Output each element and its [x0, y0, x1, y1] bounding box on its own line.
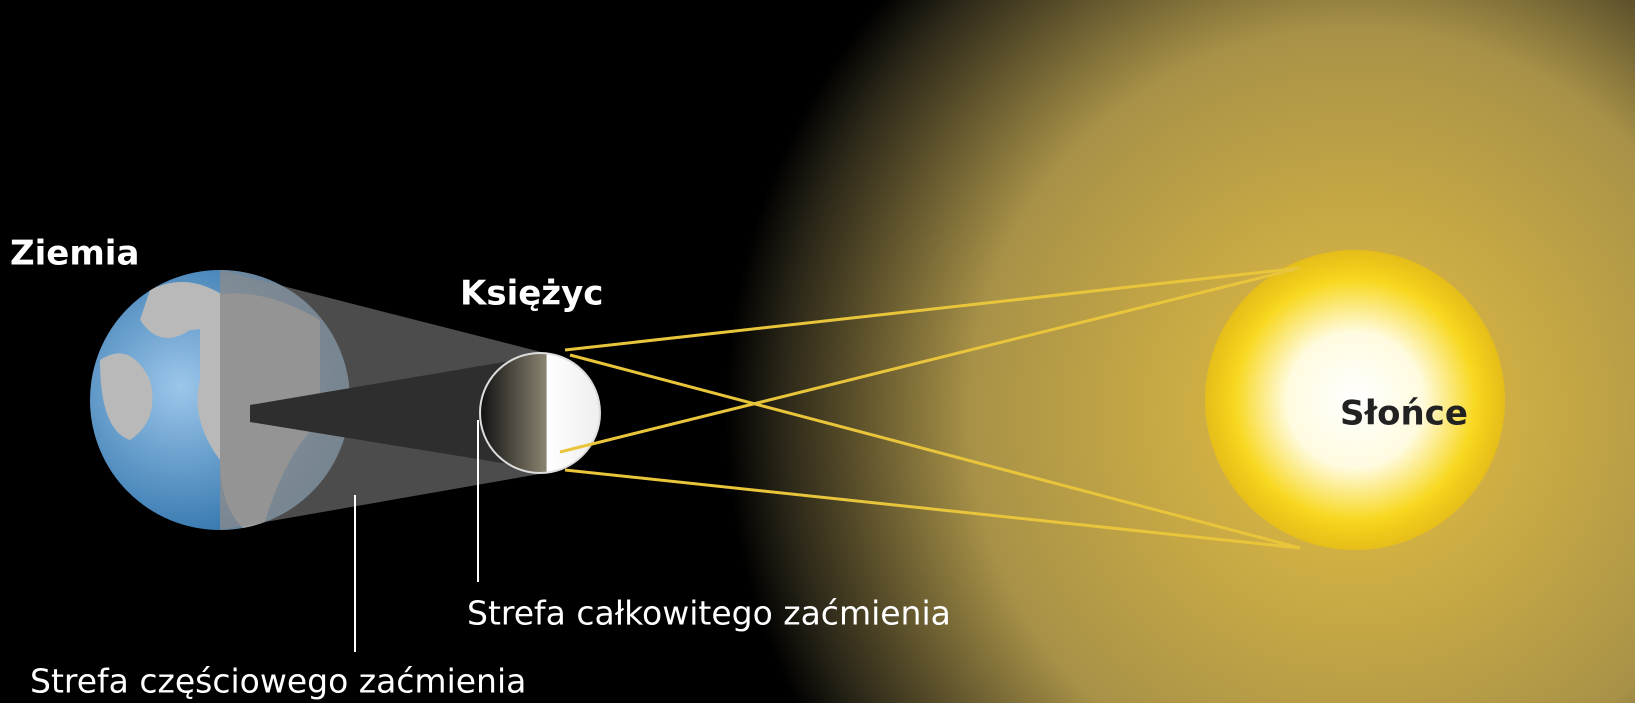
earth-label: Ziemia [10, 234, 139, 274]
moon-label: Księżyc [460, 274, 603, 314]
sun-label: Słońce [1340, 394, 1468, 434]
eclipse-diagram: Ziemia Księżyc Słońce Strefa całkowitego… [0, 0, 1635, 703]
moon [480, 353, 600, 473]
page: Ziemia Księżyc Słońce Strefa całkowitego… [0, 0, 1635, 703]
partial-zone-label: Strefa częściowego zaćmienia [30, 662, 526, 701]
total-zone-label: Strefa całkowitego zaćmienia [467, 594, 951, 633]
